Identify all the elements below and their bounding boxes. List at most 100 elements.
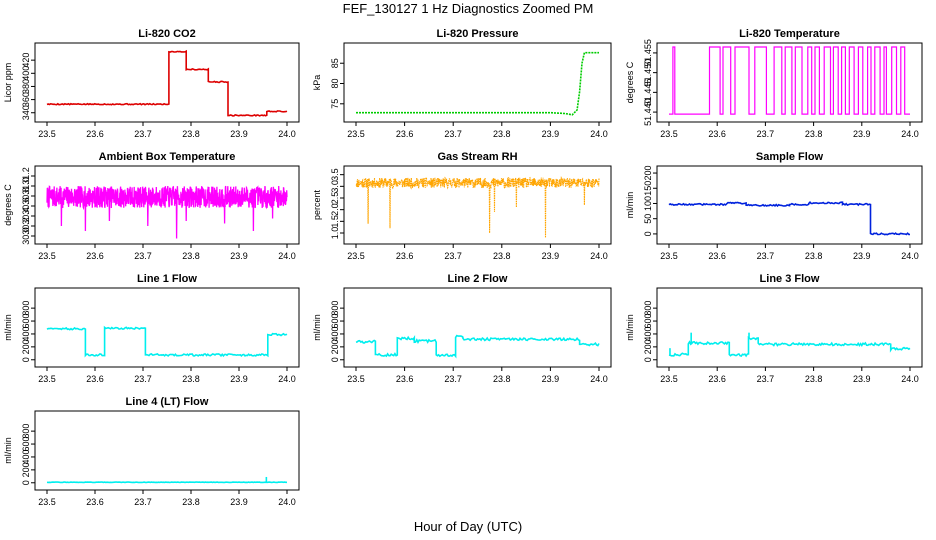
y-tick-label: 200	[21, 339, 31, 354]
y-tick-label: 0	[643, 357, 653, 362]
y-tick-label: 1.5	[330, 215, 340, 228]
x-tick-label: 23.6	[396, 129, 414, 139]
y-tick-label: 30.8	[21, 187, 31, 205]
figure-title: FEF_130127 1 Hz Diagnostics Zoomed PM	[343, 1, 594, 16]
x-tick-label: 23.8	[805, 251, 823, 261]
y-tick-label: 200	[643, 166, 653, 181]
x-tick-label: 23.8	[493, 129, 511, 139]
data-series	[355, 175, 600, 238]
x-tick-label: 23.9	[542, 251, 560, 261]
x-tick-label: 23.8	[182, 497, 200, 507]
x-tick-label: 23.6	[86, 251, 104, 261]
panel-title: Line 1 Flow	[137, 273, 197, 285]
x-tick-label: 23.7	[134, 497, 152, 507]
x-tick-label: 23.8	[182, 251, 200, 261]
data-series	[46, 185, 288, 239]
x-tick-label: 23.7	[757, 129, 775, 139]
y-tick-label: 800	[21, 424, 31, 439]
y-axis-label: ml/min	[3, 437, 13, 464]
x-tick-label: 23.8	[805, 129, 823, 139]
plot-frame	[343, 42, 612, 123]
y-tick-label: 340	[21, 105, 31, 120]
x-tick-label: 24.0	[278, 251, 296, 261]
x-tick-label: 23.5	[347, 129, 365, 139]
x-tick-label: 23.8	[805, 374, 823, 384]
x-tick-label: 24.0	[278, 129, 296, 139]
plot-frame	[34, 165, 300, 245]
x-tick-label: 23.9	[542, 129, 560, 139]
y-tick-label: 100	[643, 196, 653, 211]
chart-panel: Li-820 Temperature 23.5 23.6 23.7 23.8 23.9 24…	[625, 28, 923, 139]
x-tick-label: 23.8	[493, 251, 511, 261]
x-tick-label: 23.9	[542, 374, 560, 384]
x-tick-label: 23.6	[86, 129, 104, 139]
chart-panel: Line 2 Flow 23.5 23.6 23.7 23.8 23.9 24.0 0 2004…	[312, 273, 612, 384]
x-tick-label: 24.0	[590, 374, 608, 384]
panel-title: Li-820 Pressure	[437, 28, 519, 40]
y-tick-label: 1.0	[330, 227, 340, 240]
x-tick-label: 23.8	[182, 129, 200, 139]
y-tick-label: 400	[330, 326, 340, 341]
data-series	[668, 201, 910, 236]
x-tick-label: 23.9	[853, 129, 871, 139]
x-tick-label: 23.6	[86, 497, 104, 507]
x-tick-label: 23.9	[853, 374, 871, 384]
x-tick-label: 23.5	[347, 251, 365, 261]
y-tick-label: 200	[330, 339, 340, 354]
y-axis-label: ml/min	[625, 314, 635, 341]
x-tick-label: 23.6	[708, 251, 726, 261]
x-tick-label: 24.0	[901, 251, 919, 261]
x-tick-label: 23.8	[182, 374, 200, 384]
x-tick-label: 23.7	[444, 251, 462, 261]
y-tick-label: 400	[21, 449, 31, 464]
plot-frame	[656, 42, 923, 123]
y-tick-label: 31.2	[21, 167, 31, 185]
panel-title: Line 3 Flow	[760, 273, 820, 285]
y-tick-label: 51.455	[643, 39, 653, 67]
y-axis-label: ml/min	[625, 192, 635, 219]
y-axis-label: Licor ppm	[3, 63, 13, 103]
y-axis-label: degrees C	[625, 61, 635, 103]
y-tick-label: 420	[21, 53, 31, 68]
x-tick-label: 24.0	[901, 129, 919, 139]
y-tick-label: 30.0	[21, 227, 31, 245]
y-tick-label: 600	[643, 314, 653, 329]
x-tick-label: 23.7	[444, 374, 462, 384]
y-axis-label: ml/min	[312, 314, 322, 341]
x-tick-label: 23.7	[757, 251, 775, 261]
x-tick-label: 23.9	[230, 497, 248, 507]
y-tick-label: 400	[643, 326, 653, 341]
x-tick-label: 23.9	[230, 251, 248, 261]
y-tick-label: 51.440	[643, 98, 653, 126]
y-tick-label: 150	[643, 181, 653, 196]
y-tick-label: 0	[643, 231, 653, 236]
x-tick-label: 24.0	[590, 129, 608, 139]
y-tick-label: 0	[21, 480, 31, 485]
panel-title: Li-820 Temperature	[739, 28, 840, 40]
x-tick-label: 23.9	[230, 129, 248, 139]
x-tick-label: 24.0	[278, 374, 296, 384]
y-tick-label: 400	[21, 66, 31, 81]
y-tick-label: 3.5	[330, 168, 340, 181]
x-tick-label: 23.9	[230, 374, 248, 384]
y-tick-label: 200	[21, 462, 31, 477]
x-tick-label: 23.6	[708, 129, 726, 139]
y-tick-label: 30.4	[21, 207, 31, 225]
data-series	[356, 51, 599, 116]
x-tick-label: 23.5	[660, 251, 678, 261]
y-tick-label: 85	[330, 58, 340, 68]
y-tick-label: 51.445	[643, 79, 653, 107]
y-tick-label: 30.2	[21, 217, 31, 235]
x-tick-label: 23.8	[493, 374, 511, 384]
panel-title: Gas Stream RH	[437, 151, 517, 163]
y-tick-label: 2.0	[330, 203, 340, 216]
x-tick-label: 24.0	[901, 374, 919, 384]
x-tick-label: 23.7	[444, 129, 462, 139]
chart-panel: Line 4 (LT) Flow 23.5 23.6 23.7 23.8 23.9 24.0…	[3, 396, 300, 507]
plot-frame	[34, 42, 300, 123]
y-tick-label: 200	[643, 339, 653, 354]
y-axis-label: percent	[312, 189, 322, 220]
y-tick-label: 0	[330, 357, 340, 362]
x-tick-label: 23.6	[396, 251, 414, 261]
